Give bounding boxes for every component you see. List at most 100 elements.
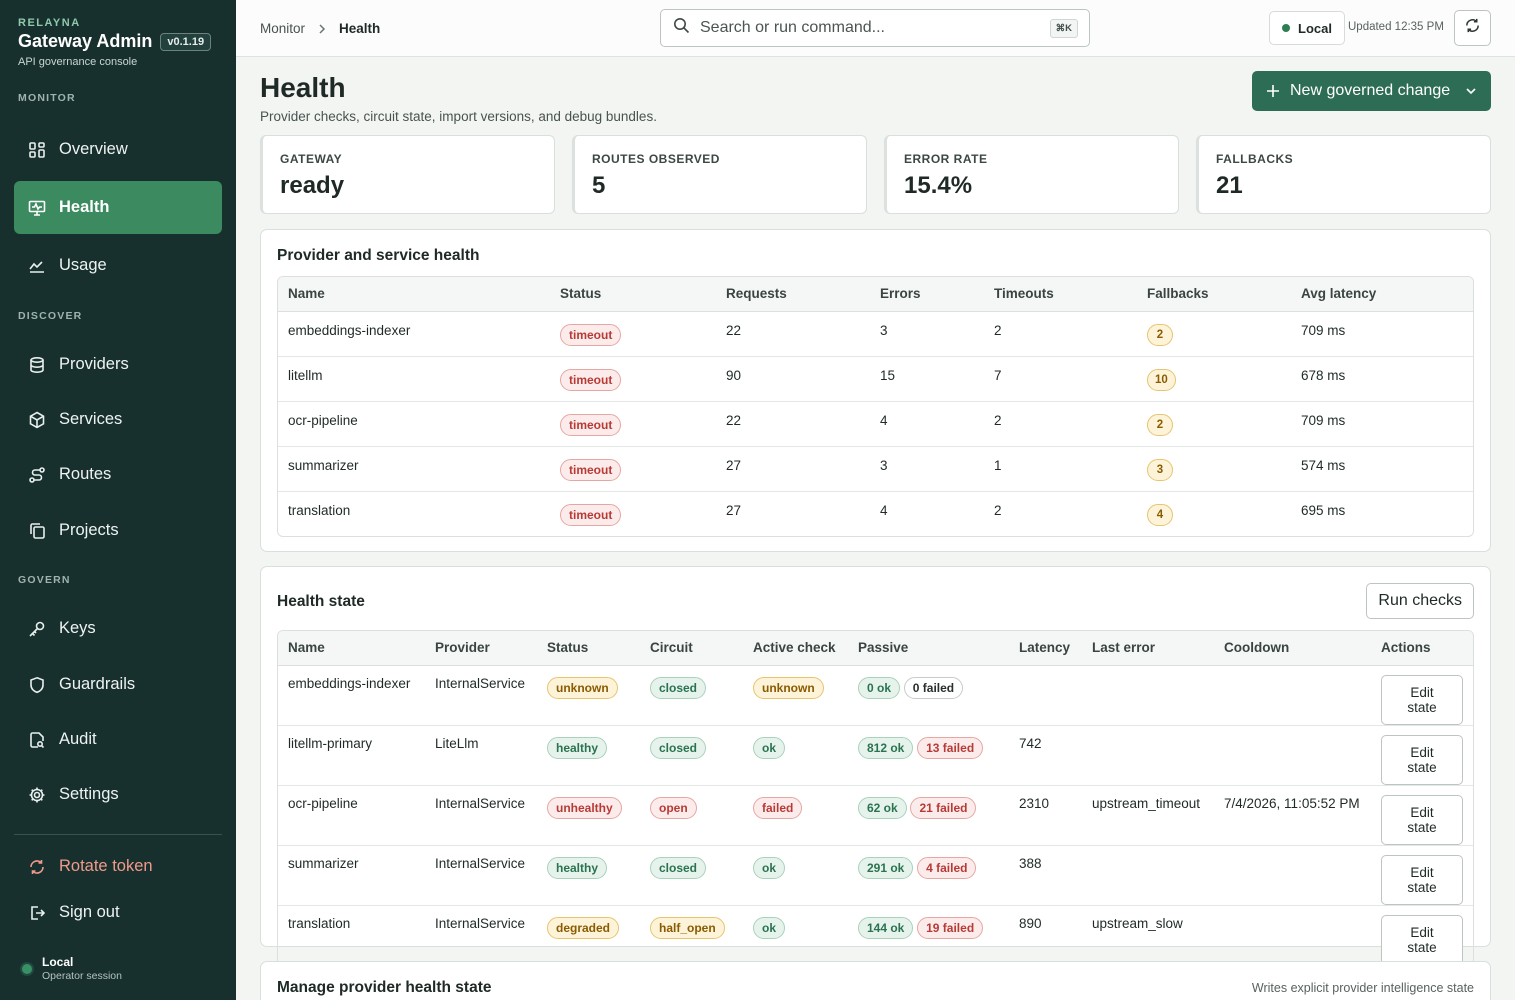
edit-state-button[interactable]: Edit state — [1381, 914, 1463, 965]
requests-count: 27 — [726, 457, 742, 473]
sidebar-item-label: Providers — [59, 355, 129, 373]
service-name: litellm-primary — [288, 735, 372, 751]
column-header[interactable]: Timeouts — [984, 277, 1137, 312]
search-input[interactable] — [700, 19, 1030, 37]
breadcrumb-current: Health — [339, 21, 381, 36]
manage-health-state-note: Writes explicit provider intelligence st… — [1251, 981, 1474, 995]
provider-name: litellm — [288, 367, 323, 383]
command-search[interactable]: ⌘K — [660, 9, 1090, 47]
sidebar-item-label: Health — [59, 198, 110, 216]
brand-kicker: RELAYNA — [18, 17, 81, 29]
environment-badge[interactable]: Local — [1269, 11, 1345, 45]
sidebar-item-services[interactable]: Services — [14, 393, 222, 446]
new-governed-change-button[interactable]: New governed change — [1252, 71, 1491, 111]
sidebar-item-settings[interactable]: Settings — [14, 768, 222, 821]
run-checks-button[interactable]: Run checks — [1366, 583, 1474, 619]
sidebar-item-keys[interactable]: Keys — [14, 602, 222, 655]
passive-failed-badge: 21 failed — [910, 796, 977, 819]
table-row[interactable]: litellm timeout 90 15 7 10 678 ms — [278, 356, 1473, 402]
table-row[interactable]: translation InternalService degraded half_o… — [278, 905, 1473, 965]
column-header[interactable]: Provider — [425, 631, 537, 666]
table-row[interactable]: ocr-pipeline InternalService unhealthy open… — [278, 785, 1473, 846]
table-row[interactable]: embeddings-indexer InternalService unknown… — [278, 665, 1473, 726]
edit-state-button[interactable]: Edit state — [1381, 734, 1463, 785]
breadcrumb-monitor[interactable]: Monitor — [260, 21, 306, 36]
sidebar-item-providers[interactable]: Providers — [14, 338, 222, 391]
sidebar-item-health[interactable]: Health — [14, 181, 222, 234]
requests-count: 22 — [726, 322, 742, 338]
environment-label: Local — [1298, 20, 1332, 36]
edit-state-button[interactable]: Edit state — [1381, 674, 1463, 725]
refresh-button[interactable] — [1454, 10, 1491, 46]
table-row[interactable]: summarizer timeout 27 3 1 3 574 ms — [278, 446, 1473, 492]
table-row[interactable]: embeddings-indexer timeout 22 3 2 2 709 ms — [278, 311, 1473, 357]
table-row[interactable]: ocr-pipeline timeout 22 4 2 2 709 ms — [278, 401, 1473, 447]
sidebar-item-audit[interactable]: Audit — [14, 713, 222, 766]
passive-failed-badge: 0 failed — [903, 676, 964, 699]
brand-title: Gateway Admin — [18, 31, 153, 51]
column-header[interactable]: Avg latency — [1291, 277, 1473, 312]
column-header[interactable]: Status — [550, 277, 716, 312]
column-header[interactable]: Last error — [1082, 631, 1214, 666]
route-icon — [28, 466, 46, 484]
table-row[interactable]: summarizer InternalService healthy closed ok… — [278, 845, 1473, 906]
last-error: upstream_timeout — [1092, 795, 1201, 811]
stat-value: ready — [280, 172, 345, 199]
column-header[interactable]: Actions — [1371, 631, 1473, 666]
refresh-icon — [28, 858, 46, 876]
health-state-title: Health state — [277, 593, 365, 610]
latency-value: 388 — [1019, 855, 1042, 871]
sidebar-item-overview[interactable]: Overview — [14, 123, 222, 176]
provider-name: embeddings-indexer — [288, 322, 411, 338]
column-header[interactable]: Circuit — [640, 631, 743, 666]
session-subtitle: Operator session — [42, 970, 122, 982]
edit-state-button[interactable]: Edit state — [1381, 854, 1463, 905]
chevron-right-icon — [317, 23, 327, 34]
sign-out-button[interactable]: Sign out — [14, 886, 222, 939]
circuit-badge: closed — [650, 856, 707, 879]
rotate-token-button[interactable]: Rotate token — [14, 840, 222, 893]
status-badge: timeout — [560, 458, 622, 481]
circuit-badge: closed — [650, 736, 707, 759]
passive-ok-badge: 0 ok — [858, 676, 901, 699]
column-header[interactable]: Cooldown — [1214, 631, 1371, 666]
session-name: Local — [42, 955, 74, 969]
timeouts-count: 2 — [994, 412, 1002, 428]
top-bar: Monitor Health ⌘K Local Updated 12:35 PM — [236, 0, 1515, 57]
sidebar-item-routes[interactable]: Routes — [14, 448, 222, 501]
chart-line-icon — [28, 257, 46, 275]
timeouts-count: 2 — [994, 502, 1002, 518]
column-header[interactable]: Status — [537, 631, 640, 666]
stat-value: 21 — [1216, 172, 1243, 199]
sidebar: RELAYNA Gateway Admin v0.1.19 API govern… — [0, 0, 236, 1000]
table-row[interactable]: translation timeout 27 4 2 4 695 ms — [278, 491, 1473, 536]
grid-icon — [28, 141, 46, 159]
provider-name: ocr-pipeline — [288, 412, 358, 428]
sidebar-item-usage[interactable]: Usage — [14, 239, 222, 292]
monitor-icon — [28, 199, 46, 217]
sidebar-item-label: Settings — [59, 785, 119, 803]
column-header[interactable]: Passive — [848, 631, 1009, 666]
passive-failed-badge: 4 failed — [917, 856, 977, 879]
edit-state-button[interactable]: Edit state — [1381, 794, 1463, 845]
column-header[interactable]: Name — [278, 277, 550, 312]
timeouts-count: 2 — [994, 322, 1002, 338]
column-header[interactable]: Name — [278, 631, 425, 666]
fallbacks-badge: 3 — [1147, 458, 1173, 481]
plus-icon — [1266, 84, 1280, 98]
latency-value: 890 — [1019, 915, 1042, 931]
provider-name: translation — [288, 502, 351, 518]
avg-latency: 709 ms — [1301, 322, 1346, 338]
column-header[interactable]: Requests — [716, 277, 870, 312]
column-header[interactable]: Errors — [870, 277, 984, 312]
sidebar-item-projects[interactable]: Projects — [14, 504, 222, 557]
sidebar-item-guardrails[interactable]: Guardrails — [14, 658, 222, 711]
column-header[interactable]: Fallbacks — [1137, 277, 1291, 312]
column-header[interactable]: Active check — [743, 631, 848, 666]
table-row[interactable]: litellm-primary LiteLlm healthy closed ok 812… — [278, 725, 1473, 786]
passive-ok-badge: 144 ok — [858, 916, 914, 939]
column-header[interactable]: Latency — [1009, 631, 1082, 666]
active-check-badge: failed — [753, 796, 803, 819]
errors-count: 4 — [880, 502, 888, 518]
cooldown-value: 7/4/2026, 11:05:52 PM — [1224, 795, 1360, 811]
